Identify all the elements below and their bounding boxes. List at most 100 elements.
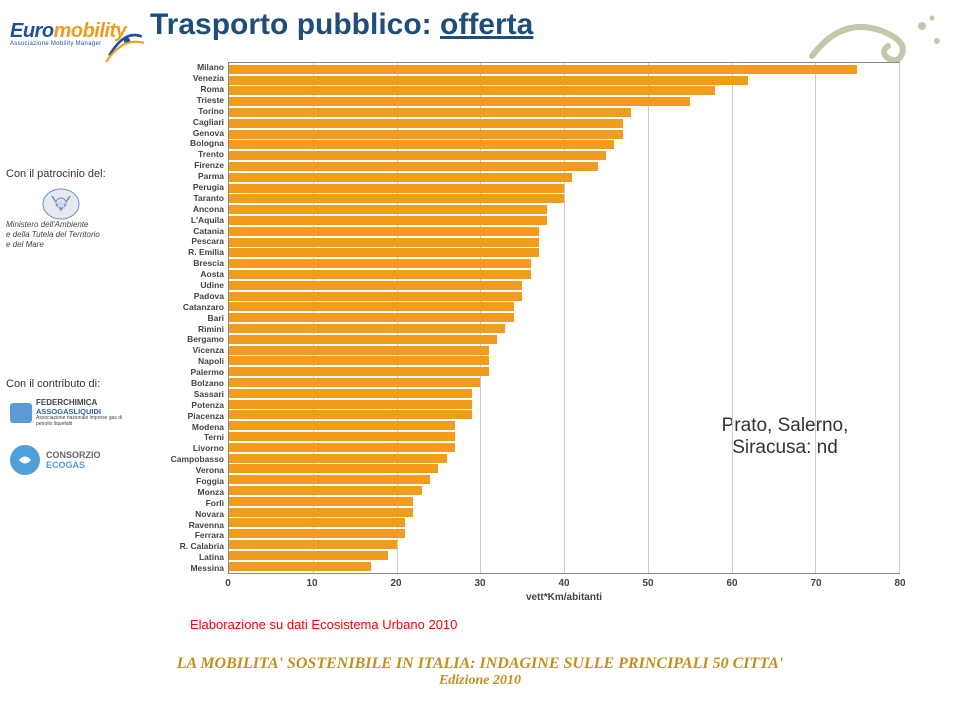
bar (229, 421, 455, 430)
bar (229, 335, 497, 344)
ministry-line-2: e della Tutela del Territorio (6, 230, 134, 240)
bar-row (229, 215, 899, 226)
bar-row (229, 453, 899, 464)
bar-row (229, 485, 899, 496)
federchimica-icon (10, 403, 32, 423)
bar (229, 216, 547, 225)
bar (229, 119, 623, 128)
bar-row (229, 248, 899, 259)
logo-word-a: Euro (10, 20, 54, 42)
title-prefix: Trasporto pubblico: (150, 8, 440, 41)
y-label: Torino (150, 107, 224, 116)
bar (229, 108, 631, 117)
bar-row (229, 237, 899, 248)
bar (229, 378, 480, 387)
assogasliquidi-sub: Associazione nazionale imprese gas di pe… (36, 416, 125, 427)
y-label: Brescia (150, 259, 224, 268)
consorzio-label: CONSORZIO (46, 450, 101, 460)
bar-row (229, 312, 899, 323)
y-label: Ferrara (150, 531, 224, 540)
sponsor-block: FEDERCHIMICA ASSOGASLIQUIDI Associazione… (10, 398, 125, 475)
bar-row (229, 420, 899, 431)
y-label: Novara (150, 510, 224, 519)
bar (229, 227, 539, 236)
y-label: Verona (150, 466, 224, 475)
slide: Trasporto pubblico: offerta Euromobility… (0, 0, 960, 712)
y-label: Bari (150, 314, 224, 323)
bar (229, 313, 514, 322)
bar-row (229, 140, 899, 151)
bar-row (229, 496, 899, 507)
bar (229, 475, 430, 484)
federchimica-label: FEDERCHIMICA (36, 398, 125, 407)
page-title: Trasporto pubblico: offerta (150, 8, 533, 42)
ministry-line-3: e del Mare (6, 240, 134, 250)
y-label: Livorno (150, 444, 224, 453)
y-label: Milano (150, 63, 224, 72)
y-label: Ancona (150, 205, 224, 214)
x-tick: 60 (726, 578, 737, 589)
y-label: Perugia (150, 183, 224, 192)
bar (229, 464, 438, 473)
bar-row (229, 302, 899, 313)
bar (229, 367, 489, 376)
x-tick: 30 (474, 578, 485, 589)
bar-row (229, 399, 899, 410)
bar (229, 356, 489, 365)
x-tick: 50 (642, 578, 653, 589)
footer: LA MOBILITA' SOSTENIBILE IN ITALIA: INDA… (0, 654, 960, 690)
y-label: Trento (150, 150, 224, 159)
y-label: Aosta (150, 270, 224, 279)
bar-row (229, 161, 899, 172)
bar-row (229, 64, 899, 75)
y-label: Rimini (150, 325, 224, 334)
x-axis-title: vett*Km/abitanti (228, 592, 900, 603)
y-label: Trieste (150, 96, 224, 105)
bar (229, 562, 371, 571)
bar-row (229, 507, 899, 518)
plot-area (228, 62, 900, 574)
y-label: Venezia (150, 74, 224, 83)
bar-row (229, 388, 899, 399)
y-label: Bolzano (150, 379, 224, 388)
bar (229, 518, 405, 527)
bar-row (229, 464, 899, 475)
bar-row (229, 96, 899, 107)
bar (229, 205, 547, 214)
gridline (899, 63, 900, 573)
bar-row (229, 323, 899, 334)
y-label: Catania (150, 227, 224, 236)
bar (229, 497, 413, 506)
y-label: Catanzaro (150, 303, 224, 312)
bar-row (229, 528, 899, 539)
bar-row (229, 550, 899, 561)
bar-row (229, 474, 899, 485)
x-tick: 80 (894, 578, 905, 589)
y-label: Latina (150, 553, 224, 562)
y-label: Bergamo (150, 335, 224, 344)
bar (229, 162, 598, 171)
bar-row (229, 269, 899, 280)
bar (229, 270, 531, 279)
y-label: Modena (150, 423, 224, 432)
y-label: Messina (150, 564, 224, 573)
y-label: Foggia (150, 477, 224, 486)
source-line: Elaborazione su dati Ecosistema Urbano 2… (190, 617, 457, 632)
bar (229, 76, 748, 85)
x-tick: 40 (558, 578, 569, 589)
bar-row (229, 334, 899, 345)
bar-row (229, 86, 899, 97)
y-label: Firenze (150, 161, 224, 170)
euromobility-logo: Euromobility Associazione Mobility Manag… (10, 20, 140, 65)
title-underlined: offerta (440, 8, 533, 41)
footer-main: LA MOBILITA' SOSTENIBILE IN ITALIA: INDA… (177, 655, 784, 672)
y-label: Parma (150, 172, 224, 181)
bar-row (229, 118, 899, 129)
y-label: Forlì (150, 499, 224, 508)
bar-chart: MilanoVeneziaRomaTriesteTorinoCagliariGe… (150, 62, 910, 602)
patron-label: Con il patrocinio del: (6, 168, 106, 180)
bar-row (229, 107, 899, 118)
bar-row (229, 150, 899, 161)
bar-row (229, 172, 899, 183)
y-label: Bologna (150, 139, 224, 148)
